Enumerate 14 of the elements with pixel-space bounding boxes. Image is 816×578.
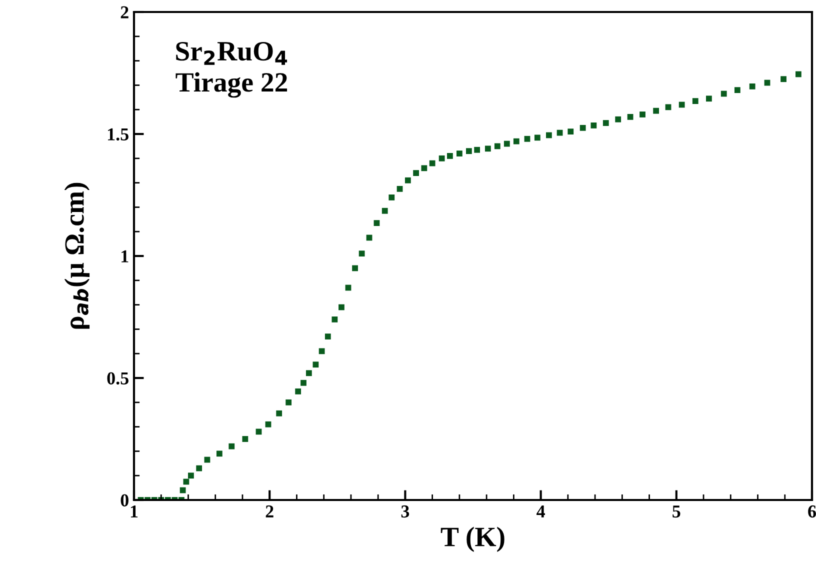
x-tick-label: 6 [808,505,816,518]
x-axis-title: T (K) [440,526,504,552]
y-tick-label: 2 [120,6,128,18]
y-tick-label: 1 [122,250,128,262]
x-tick-label: 5 [672,506,680,518]
y-axis-title: ρ$_{ab}$(μ Ω.cm) [64,182,90,329]
x-tick-label: 2 [266,505,274,518]
x-tick-label: 1 [130,505,138,518]
y-tick-label: 0.5 [107,372,128,385]
annotation: Sr$_{2}$RuO$_{4}$ Tirage 22 [176,42,288,98]
x-tick-label: 4 [536,506,545,518]
y-tick-label: 0 [120,494,128,506]
x-tick-label: 3 [401,505,410,518]
y-tick-label: 1.5 [108,128,128,141]
